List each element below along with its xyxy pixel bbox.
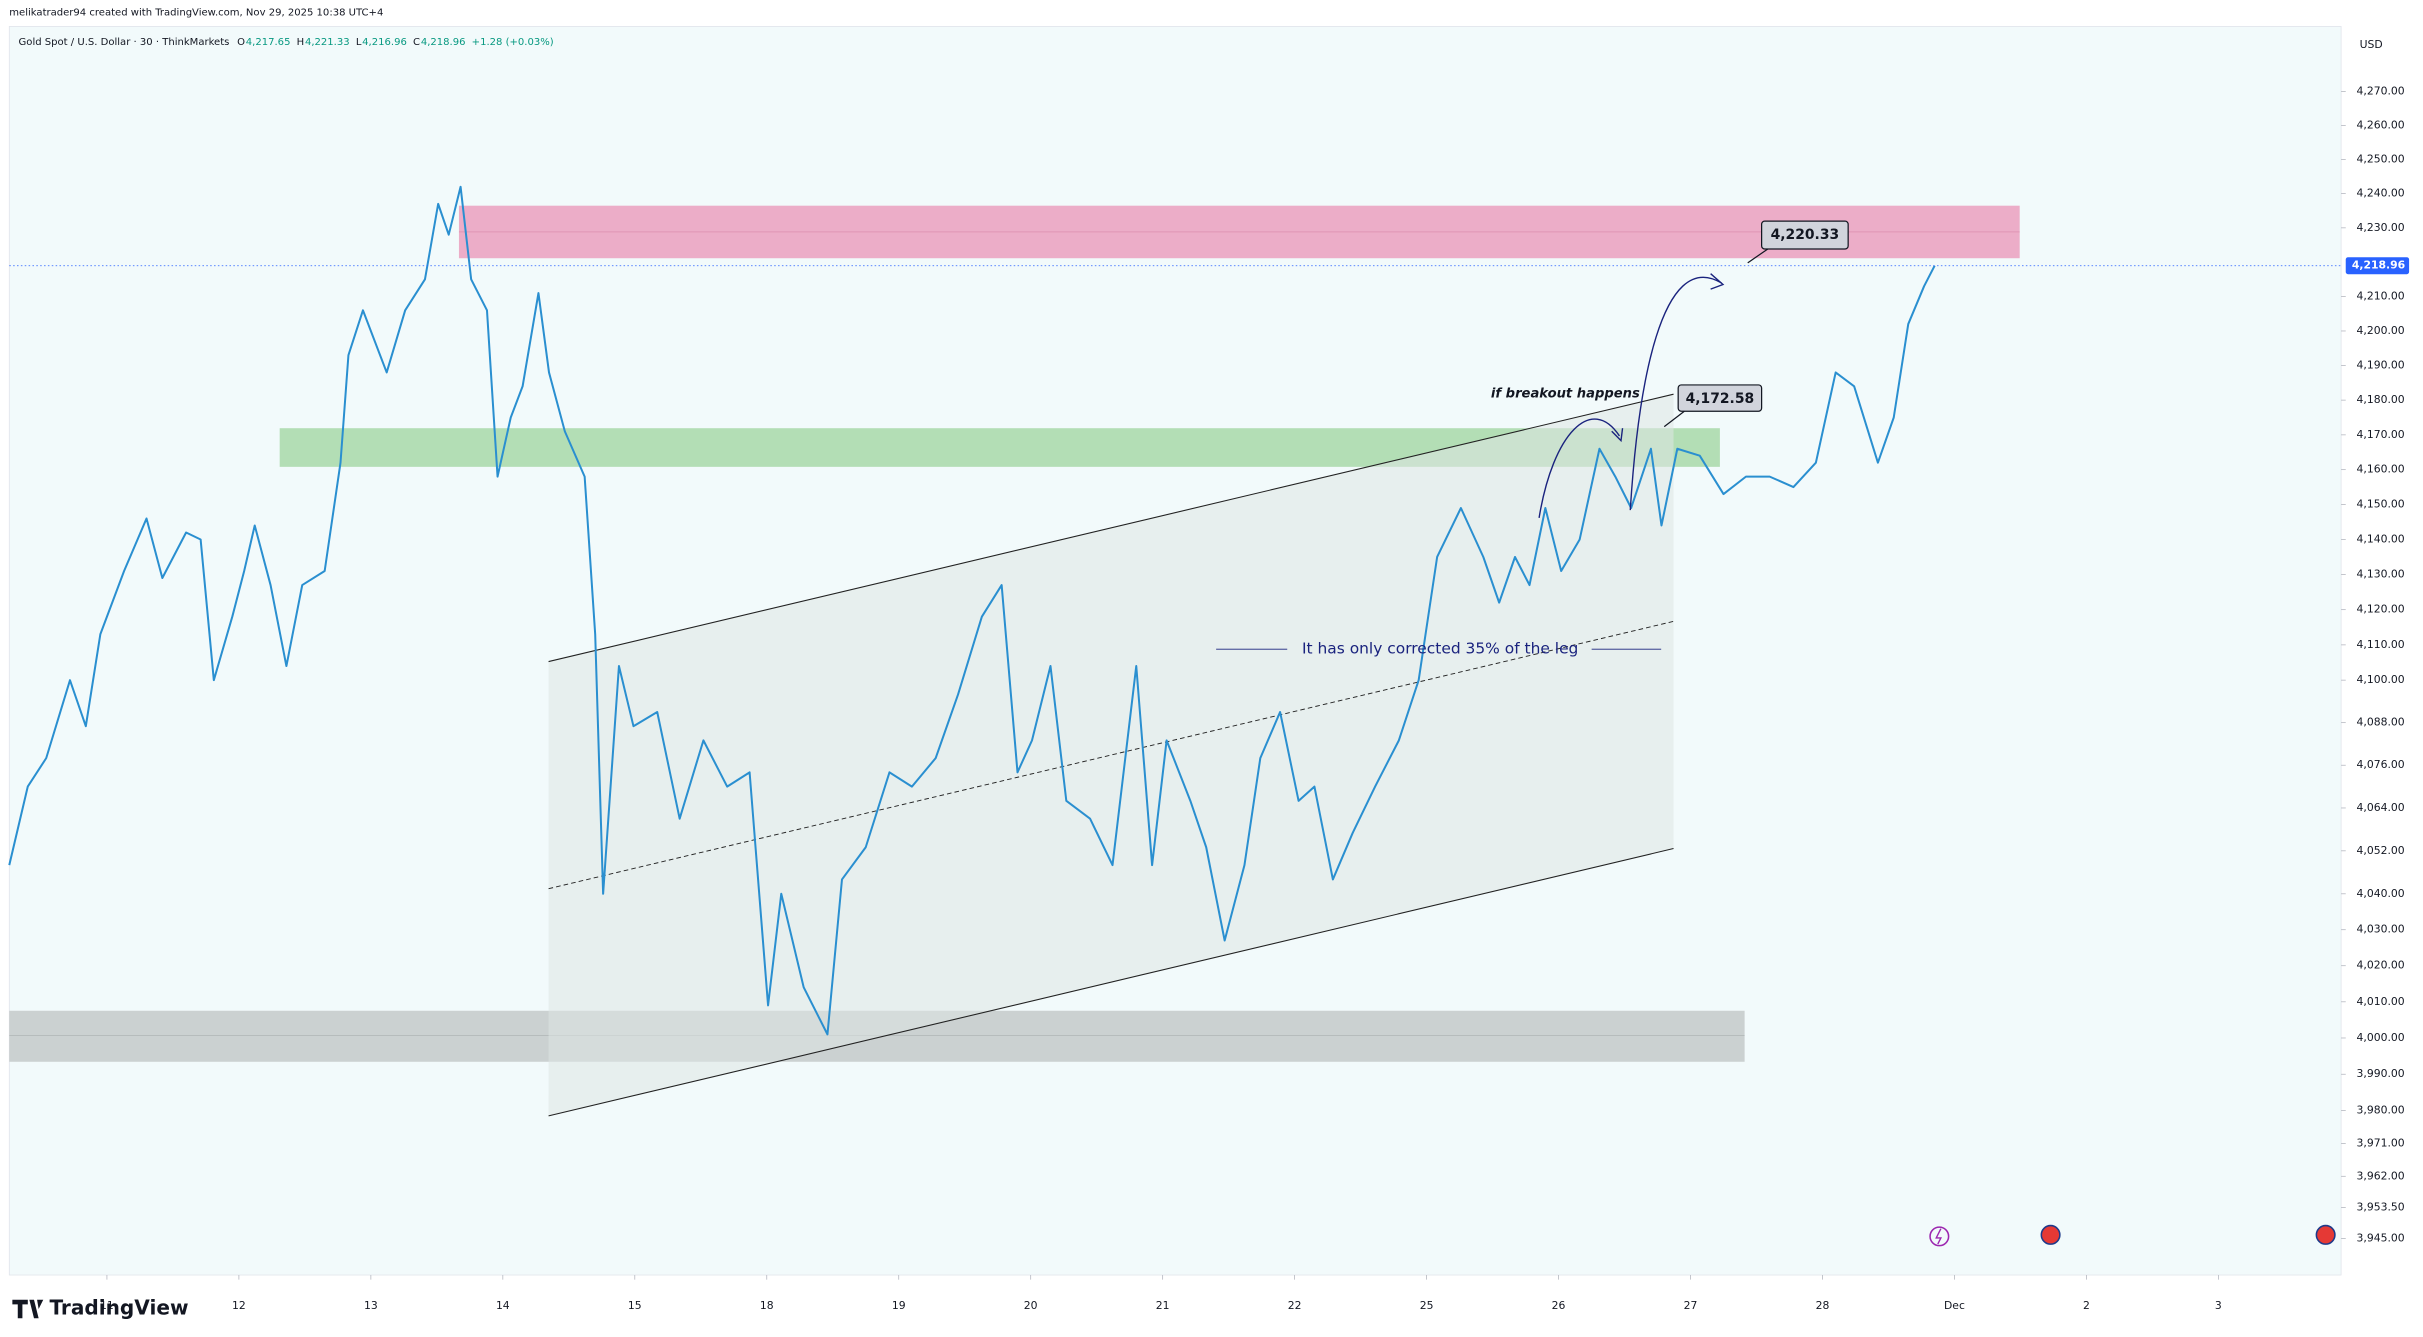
x-tick-label: 15: [628, 1299, 642, 1312]
y-tick-label: 4,110.00: [2357, 638, 2405, 651]
legend: Gold Spot / U.S. Dollar · 30 · ThinkMark…: [19, 37, 554, 48]
y-tick-label: 3,971.00: [2357, 1136, 2405, 1149]
symbol-title: Gold Spot / U.S. Dollar · 30 · ThinkMark…: [19, 37, 230, 48]
arrow: [1538, 418, 1621, 518]
y-tick-label: 4,200.00: [2357, 324, 2405, 337]
x-tick-label: 14: [496, 1299, 510, 1312]
x-tick-label: 25: [1420, 1299, 1434, 1312]
ohlc-key: O: [237, 37, 245, 48]
ohlc-key: C: [413, 37, 420, 48]
x-tick-label: 28: [1816, 1299, 1830, 1312]
y-tick-label: 4,064.00: [2357, 801, 2405, 814]
ohlc-value: 4,221.33: [305, 37, 350, 48]
note-text: if breakout happens: [1491, 387, 1640, 402]
event-icon[interactable]: [1929, 1226, 1950, 1247]
x-tick-label: 19: [892, 1299, 906, 1312]
x-tick-label: Dec: [1944, 1299, 1965, 1312]
x-tick-label: 12: [232, 1299, 246, 1312]
y-tick-label: 4,170.00: [2357, 428, 2405, 441]
y-tick-label: 4,150.00: [2357, 498, 2405, 511]
y-tick-label: 4,010.00: [2357, 995, 2405, 1008]
y-tick-label: 4,210.00: [2357, 290, 2405, 303]
last-price-box: [2345, 257, 2410, 275]
y-tick-label: 4,160.00: [2357, 463, 2405, 476]
arrowhead: [1611, 428, 1624, 443]
author-line: melikatrader94 created with TradingView.…: [9, 8, 383, 19]
y-tick-label: 4,000.00: [2357, 1031, 2405, 1044]
y-tick-label: 4,030.00: [2357, 923, 2405, 936]
ohlc-key: L: [356, 37, 362, 48]
y-tick-label: 4,180.00: [2357, 393, 2405, 406]
x-tick-label: 3: [2215, 1299, 2222, 1312]
y-tick-label: 4,052.00: [2357, 844, 2405, 857]
x-tick-label: 22: [1288, 1299, 1302, 1312]
y-tick-label: 4,260.00: [2357, 118, 2405, 131]
y-tick-label: 3,980.00: [2357, 1104, 2405, 1117]
series-layer: [8, 185, 1936, 1036]
y-tick-label: 3,990.00: [2357, 1067, 2405, 1080]
last-price-label: 4,218.96: [2352, 259, 2405, 272]
channel-top: [548, 393, 1674, 663]
x-tick-label: 26: [1552, 1299, 1566, 1312]
x-tick-label: 27: [1684, 1299, 1698, 1312]
y-tick-label: 4,040.00: [2357, 887, 2405, 900]
x-tick-label: 2: [2083, 1299, 2090, 1312]
x-tick-label: 11: [100, 1299, 114, 1312]
y-tick-label: 4,130.00: [2357, 568, 2405, 581]
ohlc-value: 4,218.96: [421, 37, 466, 48]
flag-icon[interactable]: [2315, 1224, 2336, 1245]
y-tick-label: 4,076.00: [2357, 758, 2405, 771]
channel-bottom: [548, 847, 1674, 1117]
ohlc-value: 4,217.65: [246, 37, 291, 48]
callout-text: 4,172.58: [1686, 391, 1755, 407]
flag-icon[interactable]: [2040, 1224, 2061, 1245]
y-tick-label: 4,250.00: [2357, 152, 2405, 165]
note-text: It has only corrected 35% of the leg: [1302, 640, 1578, 658]
ohlc-value: 4,216.96: [362, 37, 407, 48]
channel-fill: [548, 394, 1674, 1116]
callout-box: [1761, 220, 1849, 250]
y-tick-label: 4,230.00: [2357, 221, 2405, 234]
callout-text: 4,220.33: [1771, 227, 1840, 243]
y-tick-label: 3,945.00: [2357, 1232, 2405, 1245]
y-tick-label: 4,240.00: [2357, 187, 2405, 200]
currency: USD: [2360, 38, 2383, 51]
price-line: [8, 185, 1936, 1036]
y-tick-label: 4,140.00: [2357, 532, 2405, 545]
y-tick-label: 4,270.00: [2357, 84, 2405, 97]
y-tick-label: 4,100.00: [2357, 673, 2405, 686]
callout-pointer: [1747, 248, 1769, 264]
x-tick-label: 13: [364, 1299, 378, 1312]
y-tick-label: 4,190.00: [2357, 359, 2405, 372]
x-tick-label: 18: [760, 1299, 774, 1312]
brand-logo: [12, 1299, 44, 1319]
y-tick-label: 3,953.50: [2357, 1200, 2405, 1213]
y-tick-label: 4,020.00: [2357, 959, 2405, 972]
change: +1.28 (+0.03%): [472, 37, 554, 48]
ohlc-key: H: [297, 37, 305, 48]
arrowhead: [1710, 273, 1725, 290]
callout-box: [1677, 384, 1763, 412]
callout-pointer: [1663, 410, 1685, 428]
brand: TradingView: [49, 1296, 188, 1320]
x-tick-label: 21: [1156, 1299, 1170, 1312]
y-tick-label: 4,120.00: [2357, 603, 2405, 616]
x-tick-label: 20: [1024, 1299, 1038, 1312]
arrow: [1629, 276, 1722, 511]
y-tick-label: 4,088.00: [2357, 716, 2405, 729]
y-tick-label: 3,962.00: [2357, 1169, 2405, 1182]
event-icon-bolt: [1935, 1228, 1942, 1245]
